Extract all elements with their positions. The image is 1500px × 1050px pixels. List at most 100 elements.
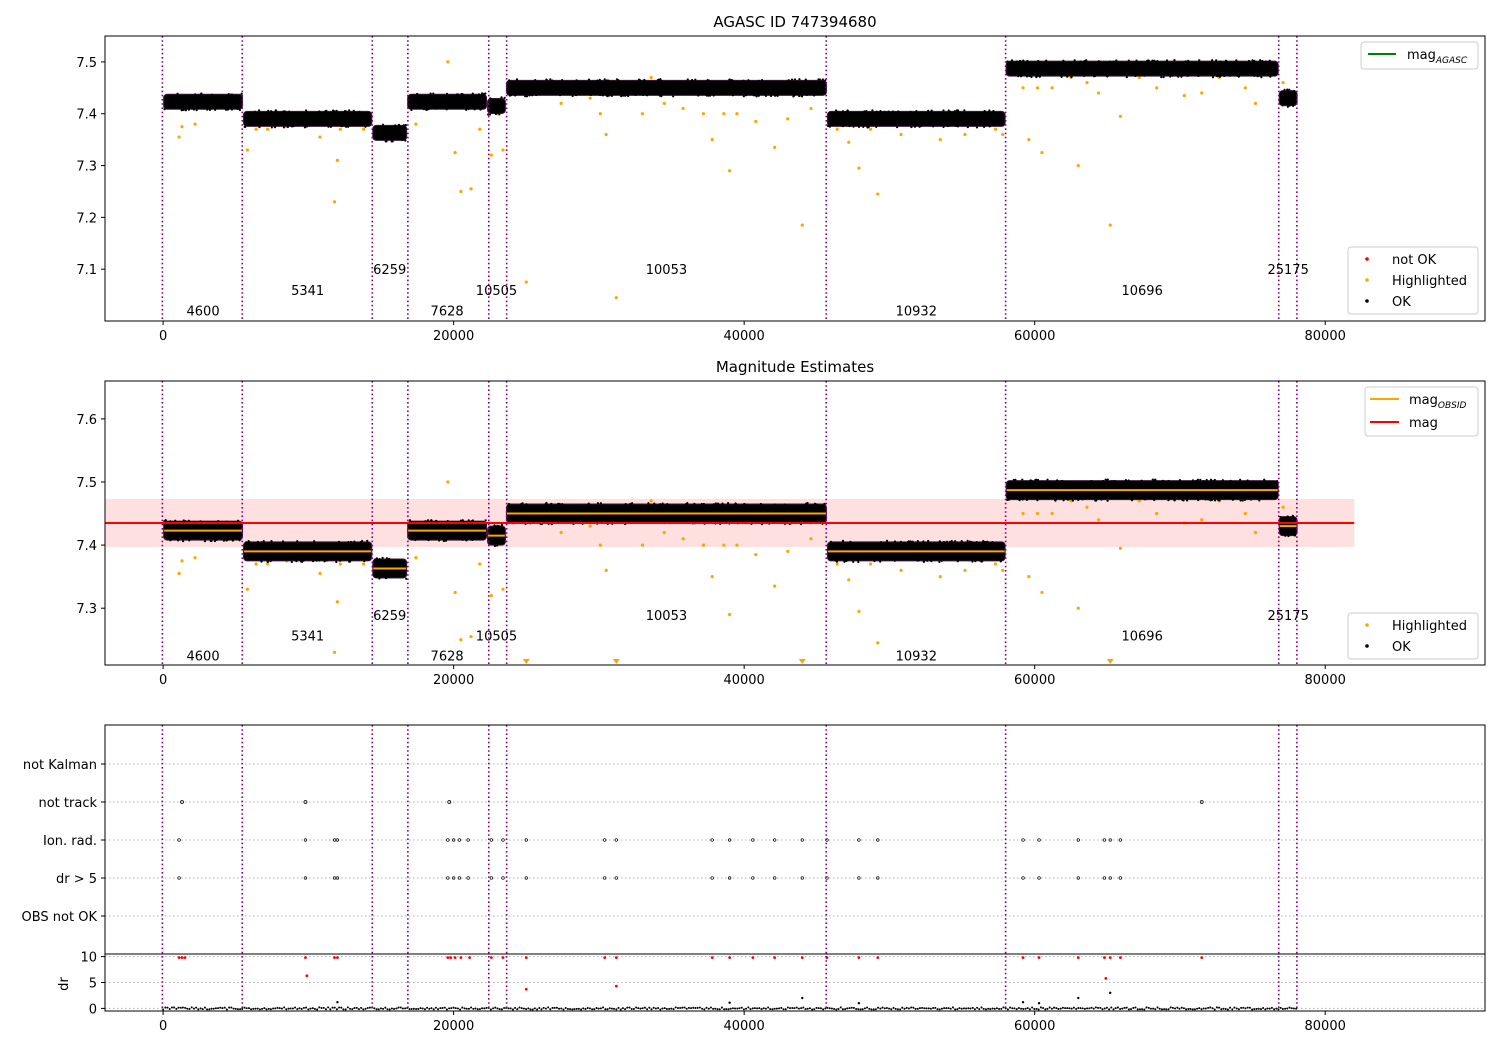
dr-ok-point <box>1290 1007 1293 1010</box>
dr-ok-point <box>467 1007 470 1010</box>
ok-point <box>1256 75 1259 78</box>
ion-rad-point <box>501 838 505 842</box>
highlighted-point <box>469 187 473 191</box>
ok-point <box>236 519 240 522</box>
ok-point <box>660 95 663 98</box>
highlighted-point <box>1050 86 1054 90</box>
dr-ok-point <box>331 1006 334 1009</box>
ok-point <box>773 503 776 506</box>
dr-ok-point <box>795 1006 798 1009</box>
dr-ok-point <box>907 1007 910 1010</box>
dr-ok-point <box>1147 1006 1150 1009</box>
ok-point <box>1195 479 1198 482</box>
ok-point <box>525 95 529 98</box>
dr-ok-point <box>672 1008 675 1011</box>
dr-ok-point <box>923 1007 926 1010</box>
legend-sub-agasc: AGASC <box>1435 56 1468 66</box>
ok-point <box>821 78 824 81</box>
dr-ok-point <box>960 1007 963 1010</box>
highlighted-point <box>1108 223 1112 227</box>
dr-ok-point <box>349 1007 352 1010</box>
dr-ok-point <box>707 1007 710 1010</box>
ok-point <box>446 519 449 523</box>
dr-gt-5-point <box>451 876 456 880</box>
ok-point <box>1250 498 1253 501</box>
ok-point <box>1217 499 1220 502</box>
ok-point <box>694 78 697 81</box>
dr-ok-point <box>318 1006 321 1009</box>
ok-point <box>465 108 468 111</box>
dr-ok-point <box>461 1006 464 1009</box>
flag-row-label: Ion. rad. <box>43 834 97 849</box>
ok-point <box>883 110 886 113</box>
dr-ok-point <box>492 1007 495 1010</box>
dr-not-ok-point <box>304 956 307 960</box>
ok-point <box>1062 499 1065 502</box>
dr-ok-point <box>927 1007 930 1010</box>
dr-ok-point <box>800 1007 803 1010</box>
dr-ok-point <box>703 1008 706 1011</box>
ok-point <box>834 559 837 562</box>
dr-gt-5-point <box>489 876 494 880</box>
ion-rad-point <box>451 838 456 842</box>
y-tick-label: 7.3 <box>76 160 97 175</box>
dr-ok-point <box>982 1007 985 1010</box>
obsid-label: 10505 <box>476 284 517 299</box>
dr-ok-point <box>558 1007 561 1010</box>
panel3-y-ticks: not Kalman not track Ion. rad. dr > 5 OBS no… <box>22 758 105 1017</box>
dr-ok-point <box>210 1007 213 1010</box>
ok-point <box>269 560 272 563</box>
ok-point <box>1081 498 1084 501</box>
ok-point <box>968 540 971 543</box>
ok-point <box>236 107 239 110</box>
dr-ok-point <box>668 1008 671 1011</box>
clipped-point-marker <box>798 659 806 664</box>
ok-point <box>545 78 548 81</box>
dr-ok-point <box>839 1006 842 1009</box>
highlighted-point <box>1243 86 1247 90</box>
ok-point <box>302 559 305 562</box>
dr-ok-point <box>815 1006 818 1009</box>
ok-point <box>792 95 795 98</box>
ok-point <box>534 79 537 82</box>
highlighted-point <box>1076 163 1080 168</box>
ok-point <box>384 576 387 579</box>
dr-tick-label: 0 <box>89 1002 97 1017</box>
highlighted-point <box>735 543 739 547</box>
dr-ok-point <box>173 1006 176 1009</box>
ok-point <box>1066 498 1070 501</box>
ok-point <box>515 78 519 82</box>
dr-ok-point <box>364 1007 367 1010</box>
ok-point <box>1021 478 1024 481</box>
ok-point <box>378 577 381 580</box>
highlighted-point <box>193 556 197 560</box>
highlighted-point <box>681 106 685 111</box>
highlighted-point <box>993 562 998 566</box>
x-tick-label: 0 <box>159 1019 167 1034</box>
ok-point <box>273 126 277 129</box>
dr-ok-point <box>1273 1008 1276 1011</box>
dr-ok-point <box>377 1008 380 1011</box>
ok-point <box>416 92 419 96</box>
ok-point <box>1191 479 1195 482</box>
dr-not-ok-point <box>1037 956 1041 960</box>
ok-point <box>1134 74 1137 78</box>
dr-point <box>1021 1000 1025 1004</box>
dr-ok-point <box>932 1006 935 1009</box>
ok-point <box>210 93 213 96</box>
ok-point <box>500 524 503 527</box>
highlighted-point <box>588 96 592 100</box>
dr-gt-5-point <box>614 876 618 880</box>
dr-ok-point <box>263 1007 266 1010</box>
ok-point <box>349 559 352 562</box>
ok-point <box>240 92 243 95</box>
dr-ok-point <box>624 1008 627 1011</box>
dr-ok-point <box>1061 1006 1064 1009</box>
ok-point <box>1077 498 1080 502</box>
dr-ok-point <box>945 1007 948 1010</box>
highlighted-point <box>722 112 726 116</box>
dr-ok-point <box>830 1007 833 1010</box>
ok-point <box>589 93 592 97</box>
highlighted-point <box>754 119 758 124</box>
ok-point <box>1173 59 1176 62</box>
